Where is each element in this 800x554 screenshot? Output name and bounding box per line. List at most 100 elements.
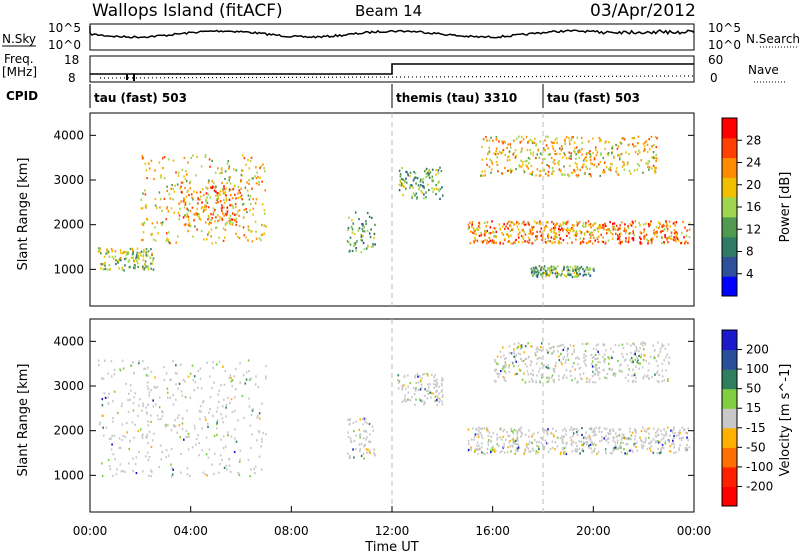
- echo-cell: [401, 388, 403, 391]
- echo-cell: [403, 384, 405, 387]
- echo-cell: [163, 197, 166, 200]
- echo-cell: [507, 155, 510, 158]
- echo-cell: [625, 443, 627, 446]
- echo-cell: [618, 156, 621, 159]
- echo-cell: [563, 374, 566, 377]
- echo-cell: [676, 232, 678, 235]
- echo-cell: [476, 441, 479, 444]
- echo-cell: [215, 194, 217, 197]
- echo-cell: [635, 431, 637, 434]
- echo-cell: [414, 389, 417, 392]
- echo-cell: [547, 174, 550, 177]
- echo-cell: [516, 433, 519, 436]
- echo-cell: [628, 450, 630, 453]
- echo-cell: [601, 240, 604, 243]
- echo-cell: [652, 151, 655, 154]
- echo-cell: [261, 440, 263, 443]
- echo-cell: [642, 426, 644, 429]
- echo-cell: [225, 464, 228, 467]
- echo-cell: [145, 436, 147, 439]
- echo-cell: [648, 148, 651, 151]
- echo-cell: [180, 200, 182, 203]
- y-tick-label: 3000: [53, 379, 84, 393]
- echo-cell: [627, 161, 629, 164]
- echo-cell: [228, 457, 231, 460]
- echo-cell: [580, 136, 583, 139]
- echo-cell: [101, 474, 104, 477]
- echo-cell: [111, 474, 114, 478]
- echo-cell: [633, 444, 635, 447]
- echo-cell: [643, 147, 646, 151]
- echo-cell: [630, 224, 633, 227]
- echo-cell: [363, 248, 366, 251]
- echo-cell: [561, 227, 563, 230]
- echo-cell: [216, 363, 218, 366]
- echo-cell: [531, 141, 534, 145]
- echo-cell: [541, 349, 543, 352]
- echo-cell: [219, 172, 221, 175]
- echo-cell: [441, 186, 443, 189]
- echo-cell: [583, 270, 586, 273]
- echo-cell: [643, 228, 646, 231]
- echo-cell: [228, 189, 231, 192]
- echo-cell: [654, 373, 656, 376]
- echo-cell: [586, 230, 588, 233]
- echo-cell: [583, 273, 586, 276]
- echo-cell: [531, 378, 533, 381]
- echo-cell: [546, 268, 549, 271]
- echo-cell: [255, 198, 258, 201]
- echo-cell: [502, 430, 504, 433]
- echo-cell: [113, 390, 116, 393]
- echo-cell: [190, 193, 193, 196]
- echo-cell: [242, 374, 245, 377]
- echo-cell: [491, 447, 494, 450]
- echo-cell: [98, 250, 101, 253]
- echo-cell: [531, 369, 534, 372]
- echo-cell: [495, 161, 498, 164]
- echo-cell: [225, 194, 227, 197]
- echo-cell: [198, 217, 201, 220]
- echo-cell: [591, 375, 594, 378]
- echo-cell: [581, 378, 583, 381]
- echo-cell: [592, 450, 595, 453]
- echo-cell: [141, 222, 143, 226]
- echo-cell: [225, 187, 227, 190]
- echo-cell: [549, 153, 551, 156]
- echo-cell: [252, 407, 254, 411]
- echo-cell: [554, 153, 556, 156]
- echo-cell: [507, 143, 509, 146]
- echo-cell: [664, 442, 667, 445]
- echo-cell: [524, 448, 526, 451]
- echo-cell: [142, 470, 144, 473]
- echo-cell: [120, 251, 122, 254]
- echo-cell: [570, 443, 573, 446]
- echo-cell: [675, 233, 678, 236]
- colorbar-swatch: [722, 177, 737, 198]
- echo-cell: [577, 363, 579, 366]
- echo-cell: [482, 240, 485, 243]
- echo-cell: [481, 442, 483, 445]
- echo-cell: [639, 362, 641, 365]
- echo-cell: [489, 239, 491, 242]
- echo-cell: [627, 437, 630, 440]
- colorbar-tick-label: 28: [746, 133, 761, 147]
- echo-cell: [261, 233, 264, 236]
- echo-cell: [484, 234, 486, 237]
- echo-cell: [416, 373, 419, 376]
- echo-cell: [420, 383, 423, 386]
- echo-cell: [520, 140, 523, 143]
- echo-cell: [159, 444, 162, 447]
- echo-cell: [151, 439, 154, 442]
- echo-cell: [583, 356, 585, 359]
- echo-cell: [106, 268, 108, 271]
- echo-cell: [372, 243, 374, 246]
- echo-cell: [132, 256, 134, 259]
- echo-cell: [263, 224, 266, 227]
- echo-cell: [207, 193, 210, 196]
- echo-cell: [551, 271, 554, 275]
- echo-cell: [221, 171, 223, 174]
- echo-cell: [558, 359, 561, 362]
- echo-cell: [623, 227, 626, 230]
- echo-cell: [193, 219, 195, 222]
- echo-cell: [409, 399, 412, 402]
